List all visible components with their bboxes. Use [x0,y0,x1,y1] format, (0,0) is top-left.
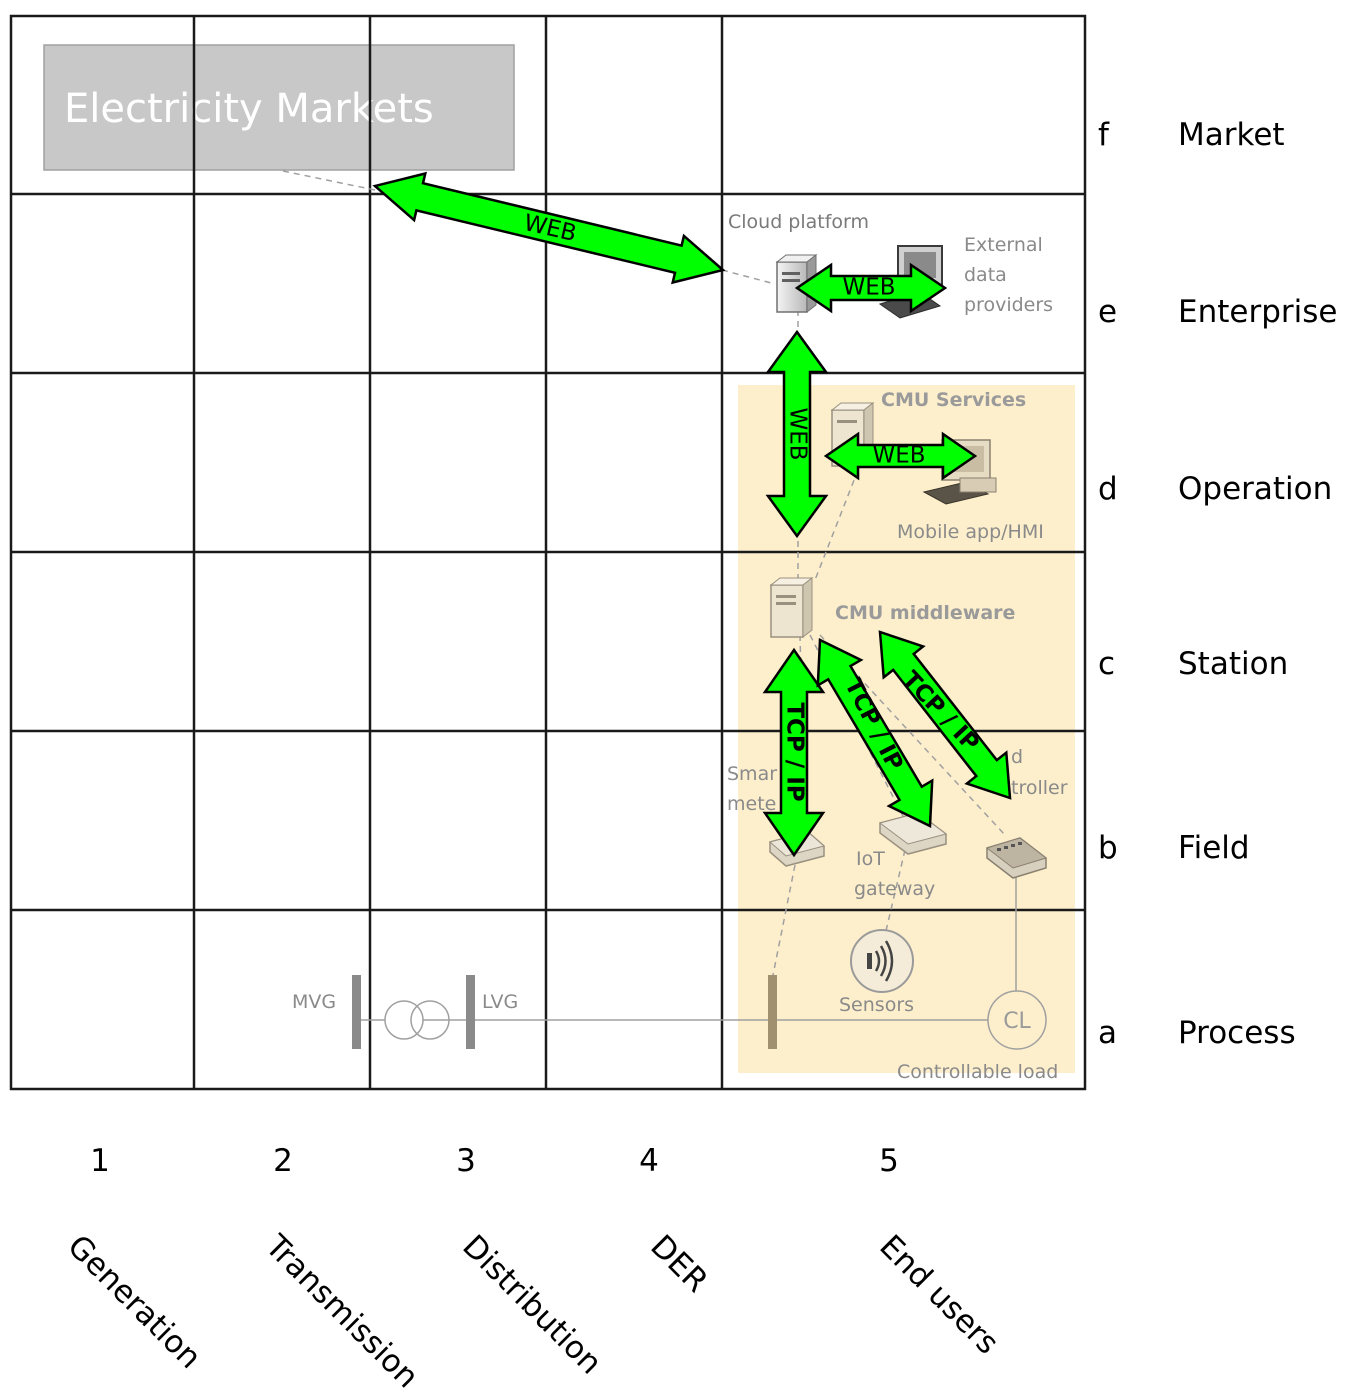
sensors-label: Sensors [839,994,914,1016]
iot-label-line2: gateway [854,878,935,900]
zone-name-market: Market [1178,117,1285,153]
load-controller-label-line1: d [1011,746,1023,768]
zone-letter-b: b [1098,830,1118,866]
zone-name-operation: Operation [1178,471,1332,507]
cmu-services-label: CMU Services [881,389,1026,411]
smart-meter-label-line1: Smar [727,763,777,785]
zone-letter-f: f [1098,117,1110,153]
lv-busbar [466,975,475,1049]
wireless-icon [867,940,894,982]
power-line: MVG LVG [292,975,990,1049]
customer-busbar [768,975,777,1049]
mv-busbar [352,975,361,1049]
domain-name-distribution: Distribution [455,1228,608,1381]
zone-name-station: Station [1178,646,1288,682]
sensors: Sensors [839,929,914,1016]
tcp-meter-arrow [762,647,826,858]
external-label-line1: External [964,234,1043,256]
controllable-load-label: Controllable load [897,1061,1058,1083]
web-hmi-link-label: WEB [872,443,925,469]
electricity-markets-box: Electricity Markets [43,44,515,171]
controllable-load: CL Controllable load [897,990,1058,1083]
zone-letter-c: c [1098,646,1115,682]
tcp-controller-arrow [878,630,1012,800]
tcp-gateway-arrow [816,638,934,828]
zone-name-field: Field [1178,830,1250,866]
grid [9,14,1087,1091]
tcp-meter-link-label: TCP / IP [782,702,808,801]
mvg-label: MVG [292,991,336,1013]
zone-name-enterprise: Enterprise [1178,294,1337,330]
domain-index-3: 3 [456,1143,476,1179]
domain-name-end-users: End users [872,1228,1005,1361]
mobile-app-label: Mobile app/HMI [897,521,1044,543]
web-vertical-link-label: WEB [785,407,811,460]
zone-letter-a: a [1098,1015,1117,1051]
transformer-winding-2 [410,1000,450,1040]
zone-letter-e: e [1098,294,1117,330]
domain-labels: 1 2 3 4 5 Generation Transmission Distri… [60,1143,1005,1395]
zone-labels: f Market e Enterprise d Operation c Stat… [1098,117,1337,1051]
load-controller: d troller [985,746,1068,879]
domain-name-generation: Generation [60,1228,208,1376]
domain-name-transmission: Transmission [258,1227,426,1395]
web-external-arrow [794,262,948,314]
domain-index-1: 1 [90,1143,110,1179]
cmu-middleware-label: CMU middleware [835,602,1015,624]
communication-arrows [372,171,1012,858]
lvg-label: LVG [482,991,518,1013]
external-label-line3: providers [964,294,1053,316]
web-market-link-label: WEB [521,210,579,247]
web-vertical-arrow [765,329,829,539]
web-hmi-arrow [823,431,978,481]
cl-label: CL [1003,1009,1031,1034]
smart-meter-label-line2: mete [727,793,776,815]
cmu-middleware-server: CMU middleware [769,576,1015,639]
external-label-line2: data [964,264,1007,286]
cloud-platform-label: Cloud platform [728,211,869,233]
domain-index-2: 2 [273,1143,293,1179]
domain-name-der: DER [643,1228,714,1299]
zone-name-process: Process [1178,1015,1296,1051]
markets-label: Electricity Markets [64,86,434,132]
domain-index-5: 5 [879,1143,899,1179]
external-data-workstation: External data providers [878,234,1053,319]
web-market-arrow [372,171,726,285]
iot-label-line1: IoT [856,848,885,870]
zone-letter-d: d [1098,471,1118,507]
web-external-link-label: WEB [842,275,895,301]
load-controller-label-line2: troller [1011,777,1068,799]
domain-index-4: 4 [639,1143,659,1179]
